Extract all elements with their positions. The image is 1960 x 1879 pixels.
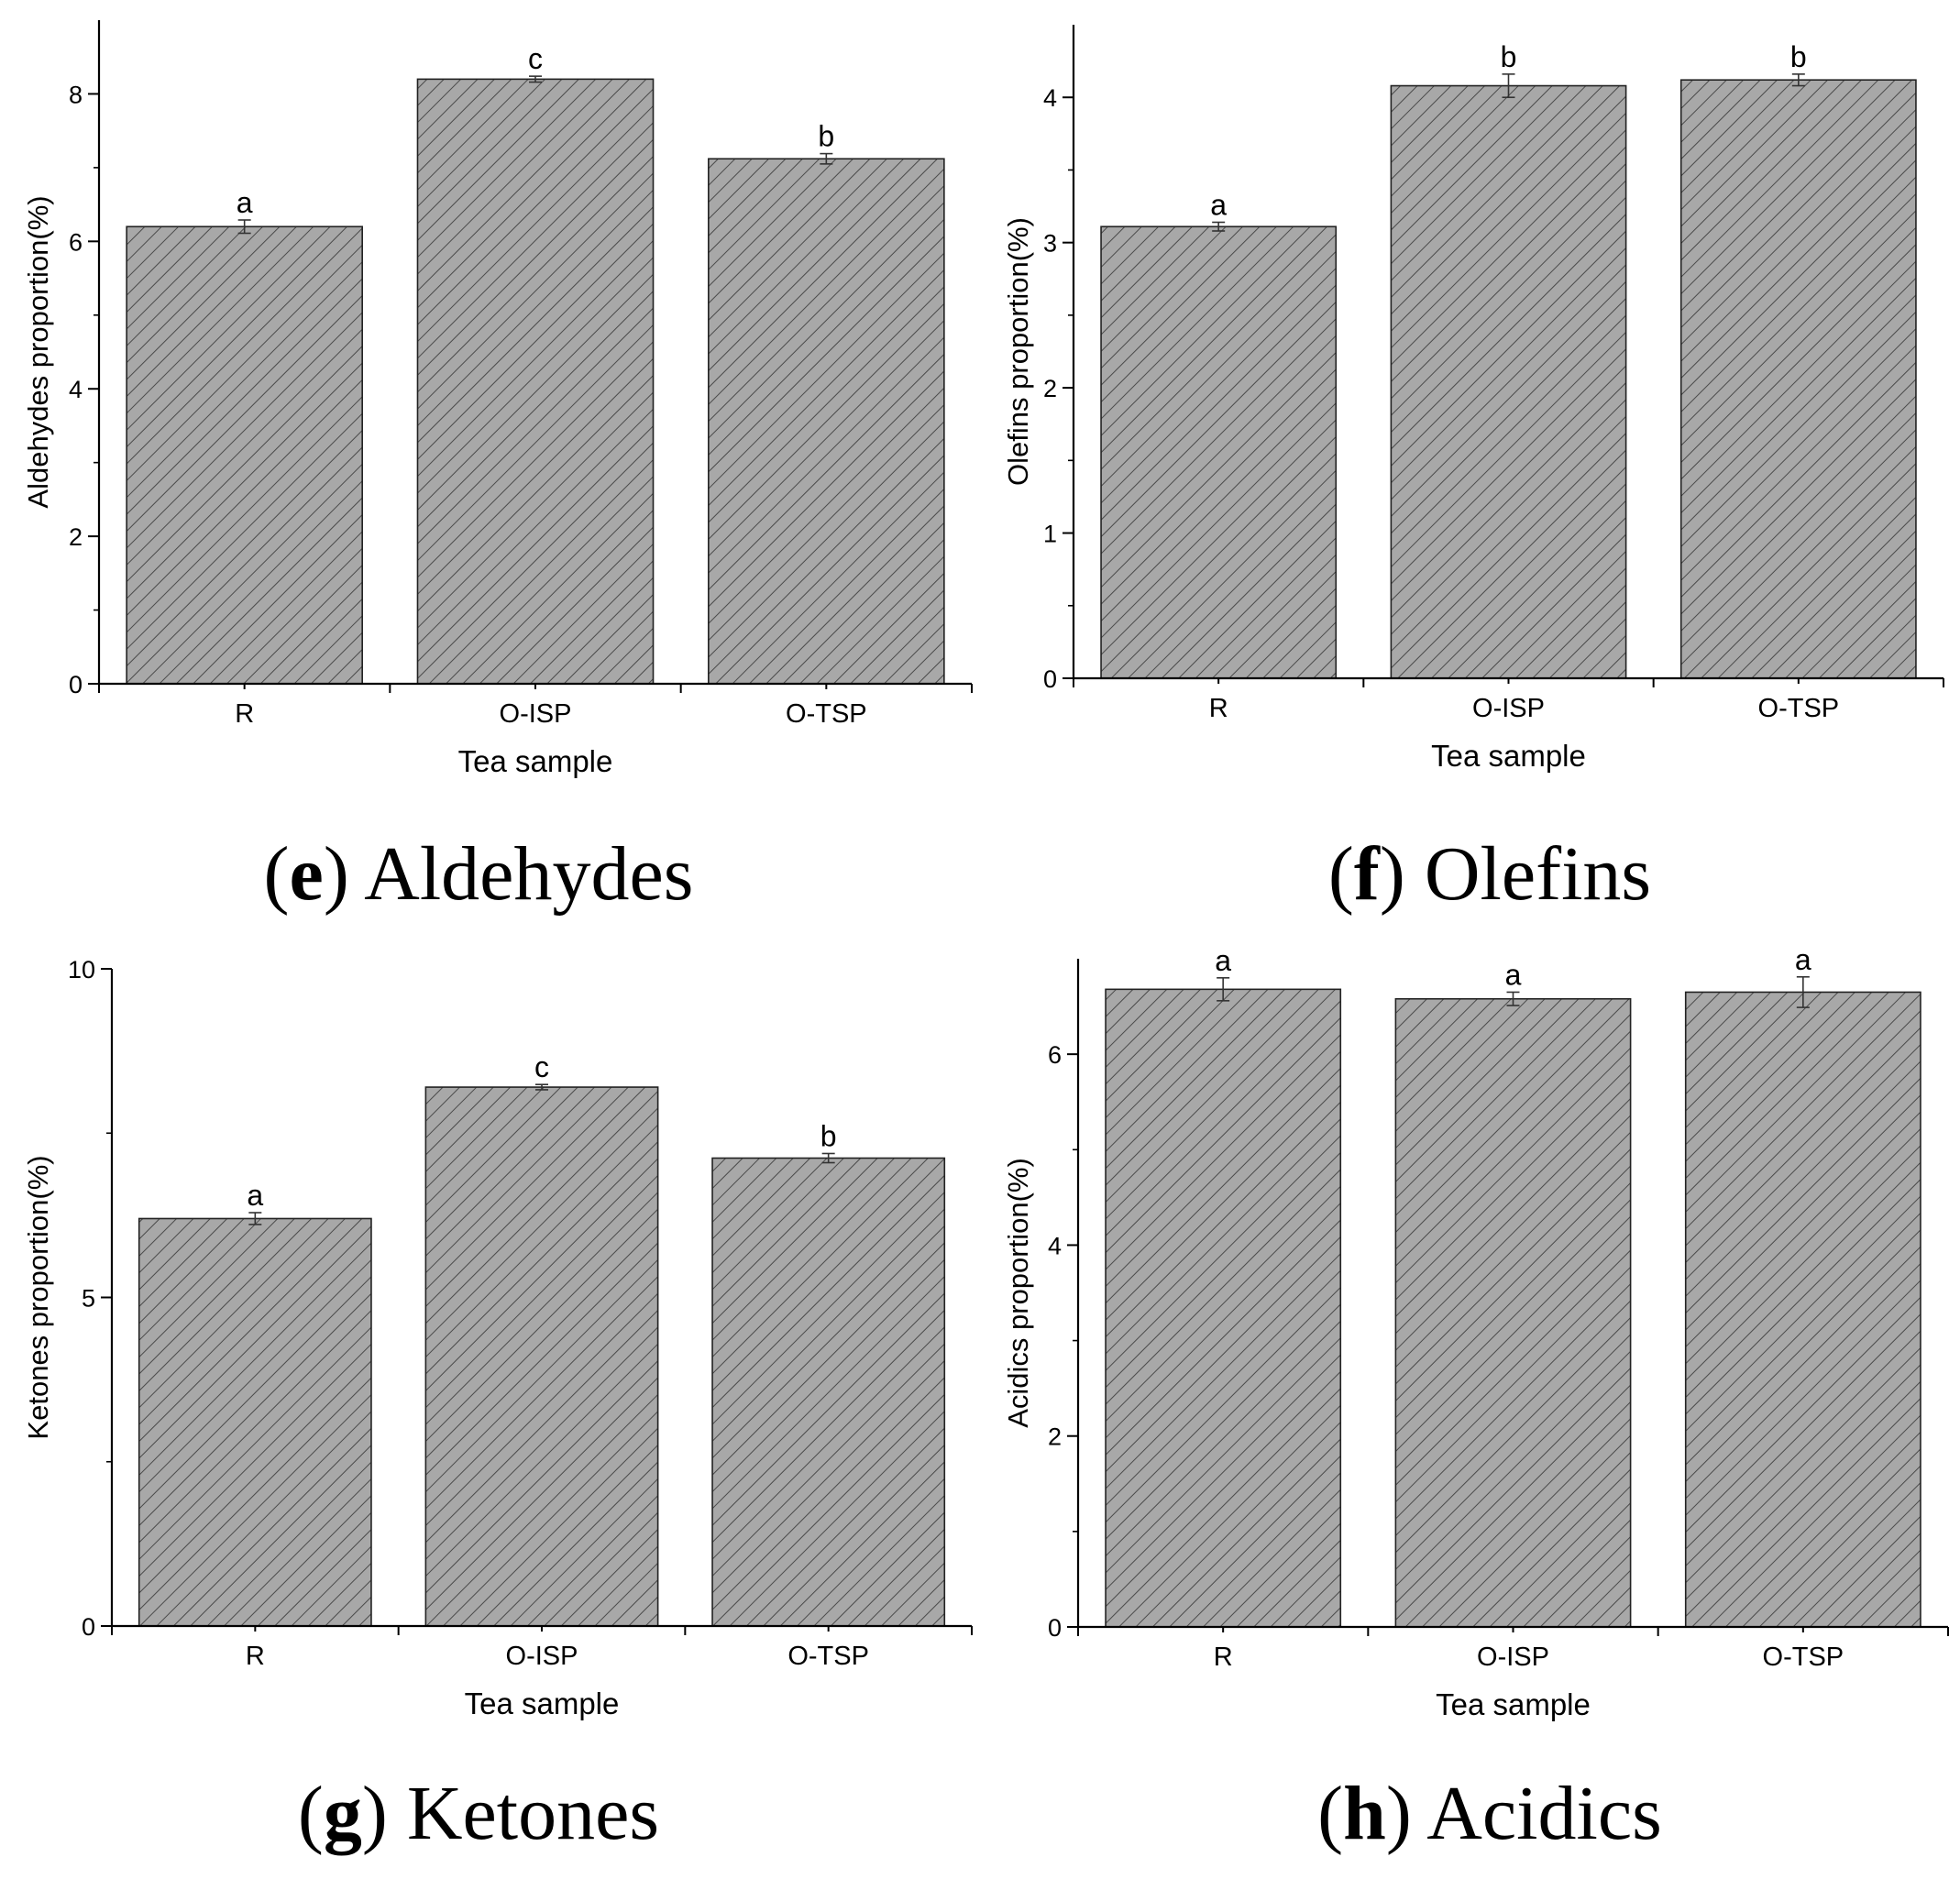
x-tick-label-f-O-TSP: O-TSP xyxy=(1758,694,1840,723)
significance-label-f-R: a xyxy=(1210,188,1227,221)
caption-f-text: Olefins xyxy=(1424,831,1652,917)
y-tick-label-g-10: 10 xyxy=(68,956,95,983)
error-bar-e-O-TSP xyxy=(820,152,833,165)
y-tick-label-g-5: 5 xyxy=(82,1285,95,1313)
error-bar-f-O-ISP xyxy=(1502,73,1515,99)
bar-e-O-ISP xyxy=(416,78,655,685)
y-tick-label-g-0: 0 xyxy=(82,1613,95,1641)
significance-label-e-O-TSP: b xyxy=(818,120,834,153)
x-tick-label-g-O-TSP: O-TSP xyxy=(787,1642,869,1671)
y-tick-label-h-4: 4 xyxy=(1048,1232,1062,1259)
caption-e: (e) Aldehydes xyxy=(263,831,694,917)
error-bar-g-O-TSP xyxy=(821,1152,835,1164)
caption-h-text: Acidics xyxy=(1426,1771,1662,1856)
caption-h: (h) Acidics xyxy=(1317,1771,1662,1856)
error-bar-h-O-TSP xyxy=(1796,975,1810,1008)
error-bar-e-O-ISP xyxy=(529,75,542,83)
x-axis-label-e: Tea sample xyxy=(458,744,613,778)
y-tick-label-h-6: 6 xyxy=(1048,1041,1062,1069)
bar-f-O-TSP xyxy=(1679,79,1917,679)
chart-h-svg: a Ra O-ISP a O-TSP 0 2 4 6 Tea sample Acidics prop… xyxy=(1002,943,1949,1721)
bar-g-O-TSP xyxy=(711,1157,946,1627)
x-tick-label-h-O-ISP: O-ISP xyxy=(1477,1643,1549,1672)
x-tick-label-g-R: R xyxy=(246,1642,265,1671)
significance-label-g-O-ISP: c xyxy=(534,1050,549,1083)
y-tick-label-f-4: 4 xyxy=(1043,84,1057,112)
x-tick-label-e-O-ISP: O-ISP xyxy=(500,699,572,729)
chart-f-svg: a Rb O-ISP b O-TSP 0 1 2 3 4 Tea sample Olefins pro… xyxy=(1002,25,1944,773)
y-axis-label-h: Acidics proportion(%) xyxy=(1002,1158,1034,1428)
caption-f: (f) Olefins xyxy=(1327,831,1652,917)
y-axis-label-e: Aldehydes proportion(%) xyxy=(22,195,54,508)
error-bar-h-O-ISP xyxy=(1506,991,1520,1006)
y-tick-label-h-0: 0 xyxy=(1048,1614,1062,1642)
bar-g-R xyxy=(138,1217,372,1627)
caption-g-letter: g xyxy=(323,1771,362,1856)
y-tick-label-f-1: 1 xyxy=(1043,521,1057,548)
x-axis-label-f: Tea sample xyxy=(1431,739,1586,773)
y-tick-label-e-6: 6 xyxy=(69,228,83,256)
y-axis-label-g: Ketones proportion(%) xyxy=(22,1155,54,1439)
x-tick-label-e-R: R xyxy=(235,699,254,729)
bar-h-O-TSP xyxy=(1684,991,1921,1628)
y-tick-label-e-2: 2 xyxy=(69,523,83,551)
caption-g: (g) Ketones xyxy=(297,1771,660,1856)
significance-label-g-O-TSP: b xyxy=(820,1119,837,1152)
bar-e-R xyxy=(126,225,363,685)
significance-label-g-R: a xyxy=(247,1179,263,1212)
bar-f-R xyxy=(1100,225,1338,679)
x-tick-label-h-R: R xyxy=(1214,1643,1233,1672)
caption-g-text: Ketones xyxy=(406,1771,660,1856)
y-tick-label-f-2: 2 xyxy=(1043,375,1057,402)
x-tick-label-g-O-ISP: O-ISP xyxy=(506,1642,578,1671)
caption-e-text: Aldehydes xyxy=(364,831,694,917)
y-axis-label-f: Olefins proportion(%) xyxy=(1002,217,1034,486)
y-tick-label-f-0: 0 xyxy=(1043,665,1057,693)
y-tick-label-e-8: 8 xyxy=(69,81,83,108)
error-bar-g-R xyxy=(248,1212,262,1225)
x-axis-label-h: Tea sample xyxy=(1436,1687,1591,1721)
chart-g-svg: a Rc O-ISP b O-TSP 0 5 10 Tea sample Ketones prop… xyxy=(22,956,973,1720)
y-tick-label-e-0: 0 xyxy=(69,671,83,698)
caption-f-letter: f xyxy=(1353,831,1380,917)
error-bar-e-R xyxy=(237,219,251,235)
error-bar-g-O-ISP xyxy=(535,1083,548,1091)
error-bar-f-O-TSP xyxy=(1791,73,1805,87)
caption-h-letter: h xyxy=(1343,1771,1386,1856)
bar-g-O-ISP xyxy=(424,1086,659,1627)
error-bar-f-R xyxy=(1212,221,1226,232)
chart-e-svg: a Rc O-ISP b O-TSP 0 2 4 6 8 Tea sample Aldehydes p… xyxy=(22,20,973,778)
significance-label-f-O-TSP: b xyxy=(1790,40,1807,73)
x-tick-label-f-R: R xyxy=(1209,694,1228,723)
significance-label-h-O-TSP: a xyxy=(1795,943,1811,976)
bar-h-O-ISP xyxy=(1394,997,1632,1628)
y-tick-label-f-3: 3 xyxy=(1043,230,1057,258)
x-tick-label-e-O-TSP: O-TSP xyxy=(786,699,867,729)
caption-e-letter: e xyxy=(289,831,324,917)
y-tick-label-h-2: 2 xyxy=(1048,1423,1062,1451)
error-bar-h-R xyxy=(1217,977,1230,1002)
significance-label-e-O-ISP: c xyxy=(528,42,543,75)
x-tick-label-f-O-ISP: O-ISP xyxy=(1472,694,1545,723)
x-axis-label-g: Tea sample xyxy=(465,1687,620,1720)
x-tick-label-h-O-TSP: O-TSP xyxy=(1763,1643,1844,1672)
significance-label-h-O-ISP: a xyxy=(1505,958,1522,991)
bar-h-R xyxy=(1105,988,1342,1628)
significance-label-f-O-ISP: b xyxy=(1501,40,1517,73)
bar-e-O-TSP xyxy=(708,158,945,685)
bar-f-O-ISP xyxy=(1390,84,1627,679)
significance-label-h-R: a xyxy=(1215,944,1231,977)
y-tick-label-e-4: 4 xyxy=(69,376,83,403)
significance-label-e-R: a xyxy=(237,186,253,219)
